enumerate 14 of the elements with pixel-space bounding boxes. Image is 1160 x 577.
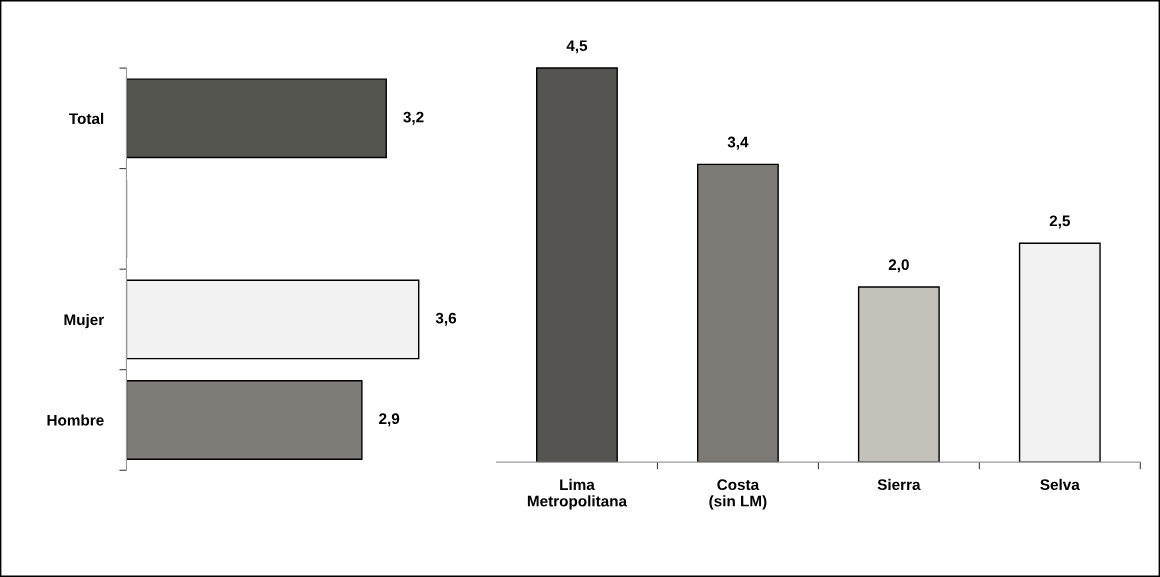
- data-label: 3,4: [727, 136, 749, 150]
- x-tick-label: Lima Metropolitana: [527, 478, 628, 510]
- x-tick-label: Selva: [1040, 478, 1080, 491]
- x-tick-label: Sierra: [877, 478, 921, 491]
- data-label: 2,5: [1049, 215, 1070, 229]
- data-label: 3,6: [435, 312, 457, 326]
- data-label: 2,9: [379, 413, 400, 427]
- data-label: 4,5: [566, 40, 588, 54]
- data-label: 2,0: [888, 259, 909, 273]
- x-tick-label: Costa (sin LM): [709, 479, 767, 510]
- y-tick-label: Mujer: [64, 313, 104, 329]
- y-tick-label: Hombre: [47, 414, 104, 426]
- data-label: 3,2: [403, 111, 424, 125]
- y-tick-label: Total: [69, 112, 104, 125]
